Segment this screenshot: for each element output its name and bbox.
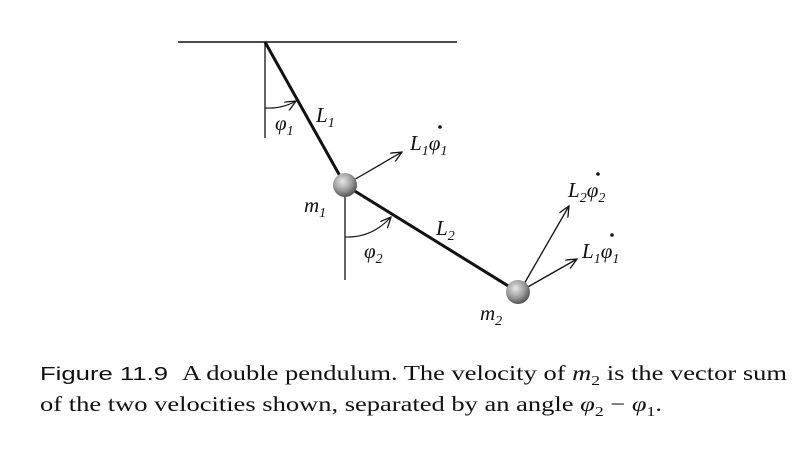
- svg-text:L1φ1: L1φ1: [409, 131, 447, 159]
- velocity-arrow-m2-L2: [523, 206, 569, 285]
- dot-accent: [596, 172, 600, 176]
- velocity-arrow-m2-L1: [525, 259, 577, 289]
- label-m2: m2: [480, 301, 502, 329]
- mass-m2: [506, 280, 530, 304]
- label-velocity-m2-L2: L2φ2: [567, 172, 605, 206]
- svg-text:L1φ1: L1φ1: [581, 239, 619, 267]
- angle-arc-phi2: [344, 217, 391, 238]
- rod-2: [344, 183, 519, 294]
- caption-line-2: of the two velocities shown, separated b…: [40, 392, 662, 420]
- label-L2: L2: [435, 216, 455, 244]
- label-phi2: φ2: [364, 239, 383, 267]
- svg-text:L2φ2: L2φ2: [567, 178, 605, 206]
- rod-1: [263, 41, 347, 186]
- label-velocity-m1: L1φ1: [409, 125, 447, 159]
- mass-m1: [333, 173, 357, 197]
- label-phi1: φ1: [275, 111, 294, 139]
- dot-accent: [610, 233, 614, 237]
- label-velocity-m2-L1: L1φ1: [581, 233, 619, 267]
- label-L1: L1: [315, 103, 335, 131]
- velocity-arrow-m1: [351, 152, 402, 182]
- angle-arc-phi1: [264, 101, 296, 108]
- figure-number: Figure 11.9: [40, 364, 168, 384]
- dot-accent: [438, 125, 442, 129]
- label-m1: m1: [304, 193, 326, 221]
